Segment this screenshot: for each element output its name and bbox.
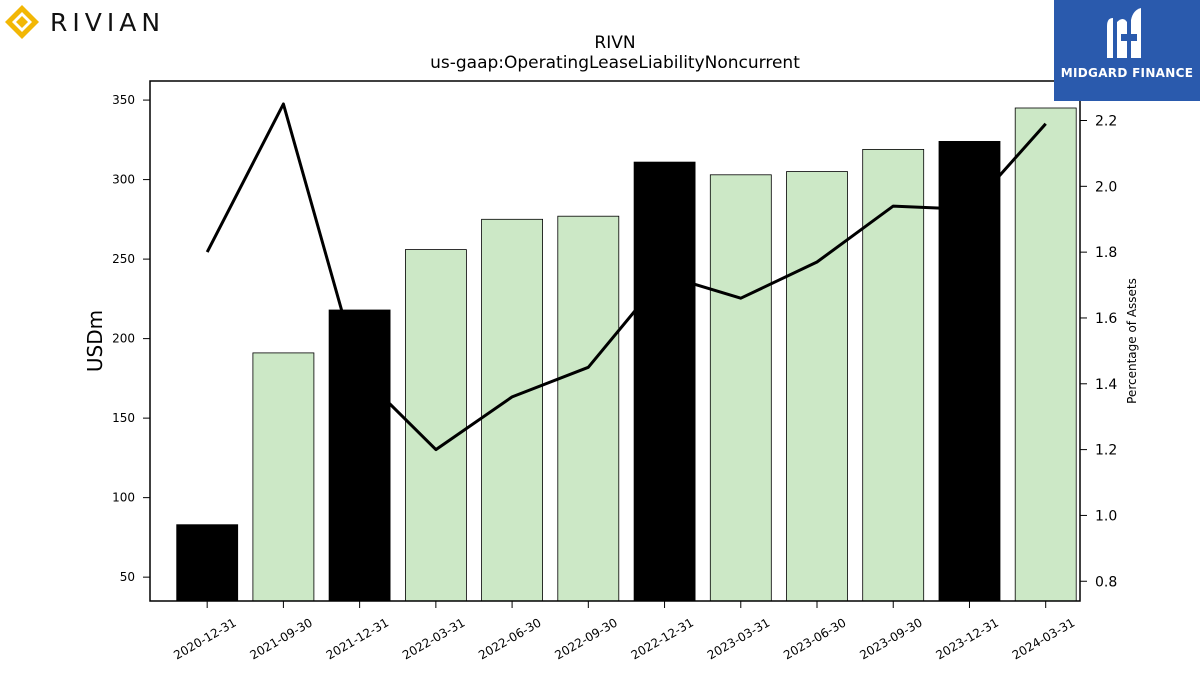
midgard-finance-logo: MIDGARD FINANCE	[1054, 0, 1200, 101]
bar-2020-12-31	[176, 524, 239, 602]
x-axis: 2020-12-31 2021-09-30 2021-12-31 2022-03-31…	[171, 601, 1077, 662]
x-tick-label: 2024-03-31	[1010, 615, 1077, 662]
bar-2021-09-30	[252, 352, 315, 602]
x-tick-label: 2021-09-30	[247, 615, 314, 662]
y-tick-label: 150	[112, 411, 135, 425]
plot-frame	[149, 80, 1081, 602]
bar-2024-03-31	[1014, 107, 1077, 602]
y-tick-label: 300	[112, 173, 135, 187]
bar-2023-06-30	[786, 171, 848, 602]
y2-tick-label: 2.0	[1095, 179, 1117, 195]
y-axis-label: USDm	[83, 310, 107, 372]
x-tick-label: 2022-03-31	[400, 615, 467, 662]
x-tick-label: 2023-12-31	[934, 615, 1001, 662]
chart-subtitle: us-gaap:OperatingLeaseLiabilityNoncurren…	[430, 53, 800, 73]
midgard-m-icon	[1107, 8, 1141, 58]
x-tick-label: 2023-09-30	[857, 615, 924, 662]
x-tick-label: 2023-03-31	[705, 615, 772, 662]
percentage-line	[205, 102, 1047, 452]
y2-tick-label: 1.6	[1095, 311, 1117, 327]
y2-tick-label: 1.0	[1095, 508, 1117, 524]
y2-tick-label: 1.2	[1095, 443, 1117, 459]
chart-title: RIVN	[594, 33, 635, 53]
y2-axis-label: Percentage of Assets	[1125, 278, 1139, 404]
line-series	[205, 102, 1047, 452]
bar-2022-03-31	[404, 249, 467, 602]
bar-2022-09-30	[557, 215, 620, 602]
x-tick-label: 2023-06-30	[781, 615, 848, 662]
y2-tick-label: 0.8	[1095, 574, 1117, 590]
bar-2021-12-31	[328, 309, 391, 602]
rivian-logo: RIVIAN	[4, 4, 165, 40]
y-tick-label: 200	[112, 332, 135, 346]
y-tick-label: 250	[112, 252, 135, 266]
bar-series	[176, 107, 1077, 602]
bar-2023-03-31	[709, 174, 772, 602]
y2-tick-label: 1.4	[1095, 377, 1117, 393]
bar-2023-12-31	[938, 140, 1001, 602]
x-tick-label: 2022-09-30	[552, 615, 619, 662]
x-tick-label: 2020-12-31	[171, 615, 238, 662]
x-tick-label: 2021-12-31	[324, 615, 391, 662]
midgard-wordmark: MIDGARD FINANCE	[1060, 66, 1194, 80]
rivian-diamond-icon	[5, 5, 39, 39]
y2-tick-label: 1.8	[1095, 245, 1117, 261]
y-axis-left: 50 100 150 200 250 300 350	[112, 93, 150, 584]
y-axis-right: 0.8 1.0 1.2 1.4 1.6 1.8 2.0 2.2	[1080, 113, 1117, 590]
y-tick-label: 350	[112, 93, 135, 107]
y2-tick-label: 2.2	[1095, 113, 1117, 129]
y-tick-label: 100	[112, 491, 135, 505]
y-tick-label: 50	[120, 570, 135, 584]
bar-2023-09-30	[862, 148, 925, 602]
x-tick-label: 2022-06-30	[476, 615, 543, 662]
rivian-wordmark: RIVIAN	[50, 7, 166, 37]
bar-2022-12-31	[633, 161, 696, 602]
x-tick-label: 2022-12-31	[629, 615, 696, 662]
